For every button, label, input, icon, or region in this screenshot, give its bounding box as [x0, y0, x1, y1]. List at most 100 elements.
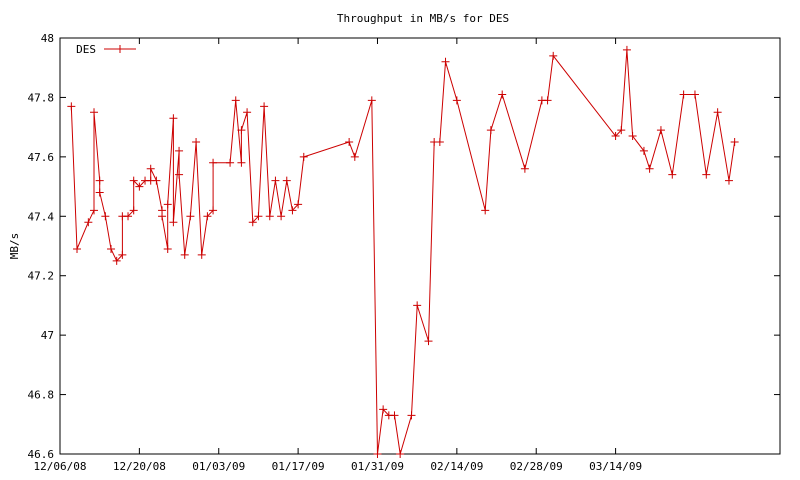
data-point-marker: [231, 96, 240, 105]
x-tick-label: 01/03/09: [192, 460, 245, 473]
data-point-marker: [379, 405, 388, 414]
data-point-marker: [282, 176, 291, 185]
y-tick-label: 47.8: [28, 91, 55, 104]
data-point-marker: [237, 158, 246, 167]
data-point-marker: [413, 301, 422, 310]
data-point-marker: [724, 176, 733, 185]
data-point-marker: [288, 206, 297, 215]
data-point-marker: [390, 411, 399, 420]
data-point-marker: [350, 152, 359, 161]
data-point-marker: [690, 90, 699, 99]
data-point-marker: [294, 200, 303, 209]
data-point-marker: [713, 108, 722, 117]
data-point-marker: [180, 250, 189, 259]
data-point-marker: [197, 250, 206, 259]
data-point-marker: [481, 206, 490, 215]
data-point-marker: [243, 108, 252, 117]
data-point-marker: [622, 45, 631, 54]
data-point-marker: [107, 244, 116, 253]
data-point-marker: [248, 218, 257, 227]
data-point-marker: [112, 256, 121, 265]
data-point-marker: [373, 450, 382, 458]
x-axis: 12/06/08 12/20/08 01/03/09 01/17/09 01/31/09…: [34, 38, 642, 473]
data-point-marker: [617, 126, 626, 135]
x-tick-label: 01/17/09: [272, 460, 325, 473]
chart-title: Throughput in MB/s for DES: [337, 12, 509, 25]
data-point-marker: [277, 212, 286, 221]
data-point-marker: [203, 212, 212, 221]
data-point-marker: [186, 212, 195, 221]
data-point-marker: [452, 96, 461, 105]
data-point-marker: [254, 212, 263, 221]
data-point-marker: [299, 152, 308, 161]
data-point-marker: [163, 244, 172, 253]
data-point-marker: [611, 132, 620, 141]
legend-marker-swatch: [116, 45, 124, 53]
x-tick-label: 02/28/09: [510, 460, 563, 473]
data-point-marker: [668, 170, 677, 179]
data-point-marker: [226, 158, 235, 167]
data-point-marker: [237, 126, 246, 135]
data-point-marker: [498, 90, 507, 99]
y-tick-label: 46.8: [28, 389, 55, 402]
data-point-marker: [396, 450, 405, 458]
x-tick-label: 01/31/09: [351, 460, 404, 473]
data-point-marker: [84, 218, 93, 227]
data-point-marker: [73, 244, 82, 253]
data-point-marker: [101, 212, 110, 221]
x-tick-label: 12/06/08: [34, 460, 87, 473]
data-point-marker: [520, 164, 529, 173]
data-point-marker: [271, 176, 280, 185]
series-line-des: [70, 49, 736, 455]
data-point-marker: [192, 138, 201, 146]
y-tick-label: 46.6: [28, 448, 55, 461]
data-point-marker: [679, 90, 688, 99]
data-point-marker: [95, 176, 104, 185]
data-point-marker: [90, 108, 99, 117]
data-point-marker: [129, 206, 138, 215]
legend: DES: [76, 43, 136, 56]
data-point-marker: [175, 170, 184, 179]
y-tick-label: 47.4: [28, 210, 55, 223]
data-point-marker: [628, 132, 637, 141]
data-point-marker: [645, 164, 654, 173]
data-point-marker: [95, 188, 104, 197]
data-point-marker: [67, 102, 76, 111]
data-point-marker: [260, 102, 269, 111]
data-point-marker: [702, 170, 711, 179]
data-point-marker: [367, 96, 376, 105]
y-axis-label: MB/s: [8, 233, 21, 260]
data-point-marker: [169, 114, 178, 123]
x-tick-label: 03/14/09: [589, 460, 642, 473]
data-point-marker: [158, 212, 167, 221]
data-point-marker: [656, 126, 665, 135]
plot-area-border: [59, 37, 781, 455]
y-axis: 46.6 46.8 47 47.2 47.4 47.6 47.8 48: [28, 32, 780, 461]
data-point-marker: [152, 176, 161, 185]
data-point-marker: [209, 206, 218, 215]
data-point-marker: [441, 57, 450, 66]
data-point-marker: [135, 182, 144, 191]
data-point-marker: [543, 96, 552, 105]
data-point-marker: [118, 250, 127, 259]
y-tick-label: 47.6: [28, 151, 55, 164]
data-point-marker: [265, 212, 274, 221]
y-tick-label: 48: [41, 32, 54, 45]
data-point-marker: [146, 164, 155, 173]
data-point-marker: [345, 138, 354, 146]
data-point-marker: [175, 146, 184, 155]
data-point-marker: [209, 158, 218, 167]
data-point-marker: [549, 51, 558, 60]
y-tick-label: 47.2: [28, 270, 55, 283]
data-point-marker: [730, 138, 739, 146]
data-point-marker: [90, 206, 99, 215]
data-point-marker: [639, 146, 648, 155]
data-point-marker: [435, 138, 444, 146]
series-layer: [67, 45, 739, 458]
data-point-marker: [124, 212, 133, 221]
data-point-marker: [169, 218, 178, 227]
data-point-marker: [424, 337, 433, 346]
x-tick-label: 12/20/08: [113, 460, 166, 473]
y-tick-label: 47: [41, 329, 54, 342]
